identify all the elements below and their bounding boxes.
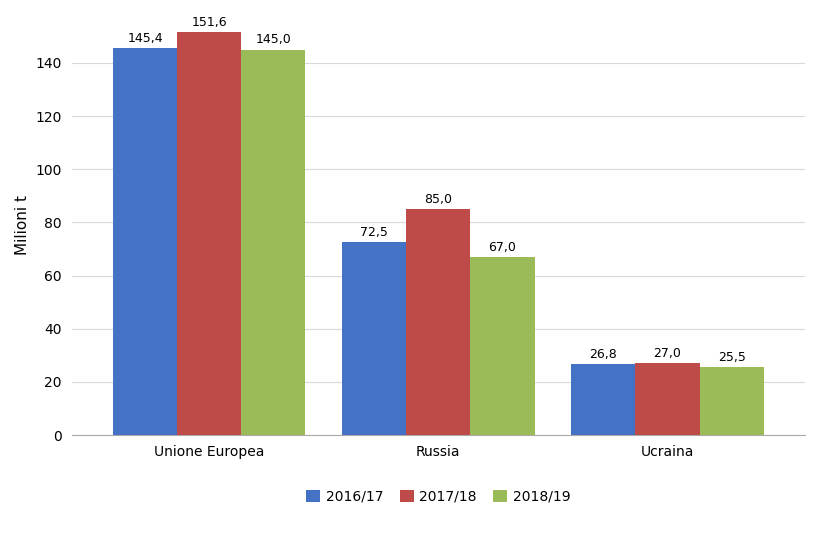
- Text: 145,0: 145,0: [256, 33, 291, 46]
- Text: 85,0: 85,0: [423, 193, 452, 206]
- Bar: [571, 364, 635, 435]
- Bar: [699, 367, 762, 435]
- Text: 26,8: 26,8: [589, 348, 617, 360]
- Bar: [241, 50, 305, 435]
- Bar: [635, 363, 699, 435]
- Bar: [470, 257, 534, 435]
- Y-axis label: Milioni t: Milioni t: [15, 195, 30, 255]
- Text: 25,5: 25,5: [717, 351, 744, 364]
- Text: 145,4: 145,4: [127, 32, 163, 45]
- Bar: [342, 242, 405, 435]
- Legend: 2016/17, 2017/18, 2018/19: 2016/17, 2017/18, 2018/19: [301, 484, 575, 509]
- Text: 27,0: 27,0: [653, 347, 681, 360]
- Bar: [177, 32, 241, 435]
- Text: 151,6: 151,6: [191, 16, 227, 29]
- Bar: [113, 49, 177, 435]
- Bar: [405, 209, 470, 435]
- Text: 67,0: 67,0: [488, 241, 516, 254]
- Text: 72,5: 72,5: [360, 226, 387, 239]
